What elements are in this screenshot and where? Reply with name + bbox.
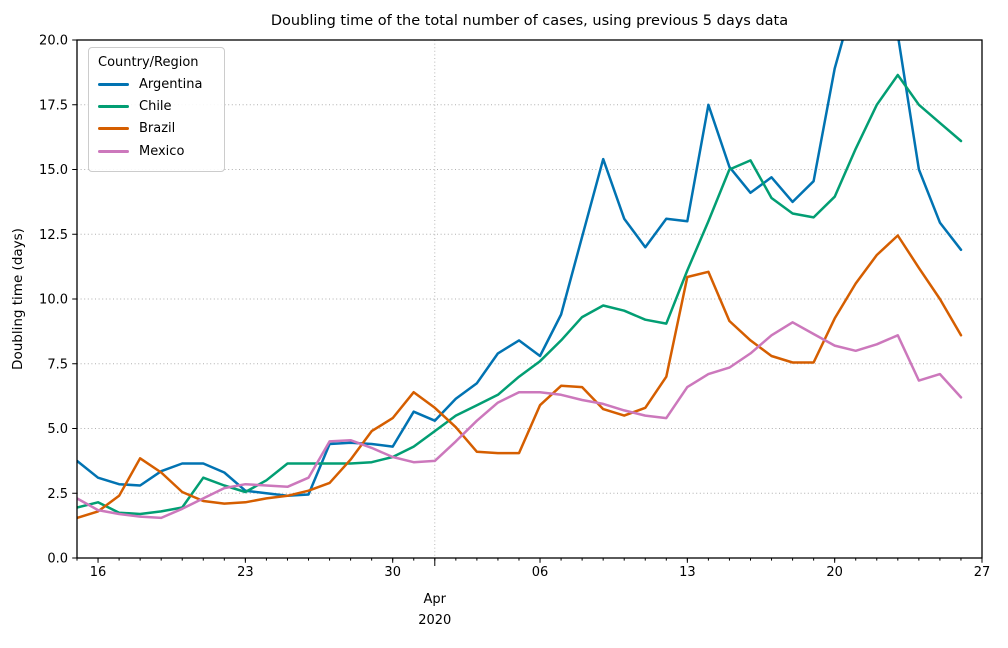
x-tick-label: 27 (974, 565, 991, 580)
legend-label: Brazil (139, 121, 176, 137)
legend-label: Chile (139, 99, 172, 115)
legend-label: Mexico (139, 143, 185, 159)
legend: Country/Region Argentina Chile Brazil Mexic… (88, 47, 225, 172)
legend-item-brazil: Brazil (98, 118, 216, 140)
y-axis-label: Doubling time (days) (10, 228, 26, 370)
legend-swatch-chile (98, 105, 129, 109)
y-tick-label: 2.5 (47, 487, 68, 502)
x-axis (76, 558, 983, 566)
legend-items: Argentina Chile Brazil Mexico (98, 73, 216, 163)
legend-title: Country/Region (98, 55, 199, 70)
series-line-chile (77, 73, 963, 516)
legend-item-chile: Chile (98, 95, 216, 117)
x-tick-labels: 16 23 30 06 13 20 27 Apr 2020 (90, 565, 991, 628)
legend-swatch-mexico (98, 149, 129, 153)
legend-label: Argentina (139, 76, 203, 92)
legend-item-argentina: Argentina (98, 73, 216, 95)
y-tick-label: 12.5 (39, 228, 68, 243)
y-axis (72, 39, 77, 559)
chart-title: Doubling time of the total number of cas… (270, 13, 789, 29)
legend-item-mexico: Mexico (98, 140, 216, 162)
y-tick-label: 0.0 (47, 552, 68, 567)
series-line-argentina (77, 40, 963, 498)
y-tick-labels: 0.0 2.5 5.0 7.5 10.0 12.5 15.0 17.5 20.0 (39, 34, 68, 567)
y-tick-label: 5.0 (47, 422, 68, 437)
x-tick-label: 16 (90, 565, 107, 580)
x-tick-label: 20 (826, 565, 843, 580)
legend-swatch-argentina (98, 82, 129, 86)
x-tick-label: 30 (384, 565, 401, 580)
series-group (77, 40, 963, 520)
x-tick-label: 06 (532, 565, 549, 580)
y-tick-label: 20.0 (39, 34, 68, 49)
x-tick-label: 23 (237, 565, 254, 580)
y-tick-label: 17.5 (39, 98, 68, 113)
x-tick-label: 13 (679, 565, 696, 580)
series-line-mexico (77, 321, 963, 520)
x-axis-month-label: Apr (424, 592, 447, 607)
legend-swatch-brazil (98, 127, 129, 131)
y-tick-label: 10.0 (39, 293, 68, 308)
x-axis-year-label: 2020 (418, 613, 451, 628)
y-tick-label: 15.0 (39, 163, 68, 178)
series-line-brazil (77, 234, 963, 520)
y-tick-label: 7.5 (47, 357, 68, 372)
